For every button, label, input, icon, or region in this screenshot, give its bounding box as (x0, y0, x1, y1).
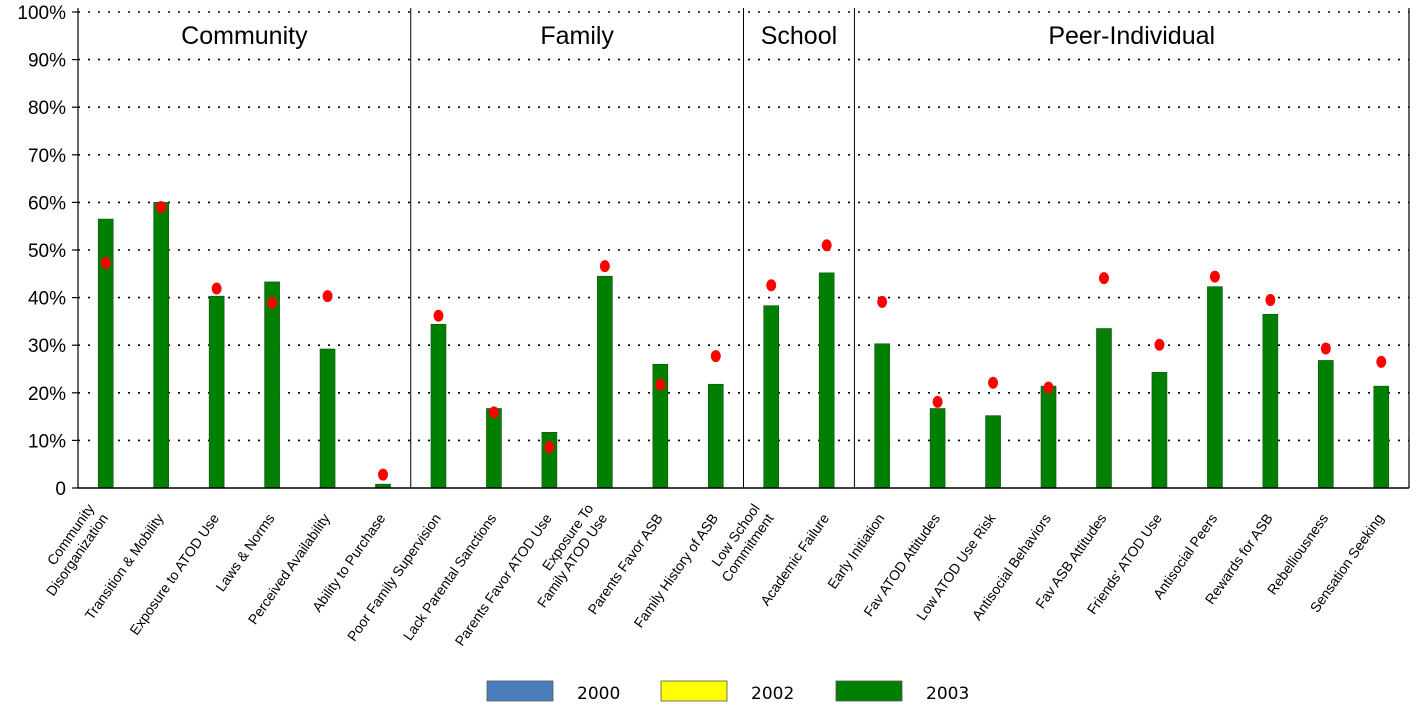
marker-point (1265, 293, 1276, 306)
marker-point (156, 201, 167, 214)
y-tick-label: 40% (28, 289, 66, 310)
category-label: Low SchoolCommitment (704, 501, 777, 585)
marker-point (821, 239, 832, 252)
legend-label-2003: 2003 (926, 684, 969, 704)
marker-point (599, 260, 610, 273)
marker-point (1098, 272, 1109, 285)
marker-point (1209, 270, 1220, 283)
marker-point (766, 279, 777, 292)
legend: 2000 2002 2003 (486, 680, 969, 704)
y-tick-label: 20% (28, 384, 66, 405)
bar-2003 (1373, 385, 1390, 489)
category-label: CommunityDisorganization (29, 501, 111, 599)
y-tick-label: 50% (28, 241, 66, 262)
category-label: Parents Favor ATOD Use (451, 510, 555, 648)
marker-point (1376, 355, 1387, 368)
y-tick-label: 10% (28, 431, 66, 452)
marker-point (988, 376, 999, 389)
bar-2003 (486, 408, 502, 489)
bar-2003 (153, 202, 169, 489)
y-tick-label: 80% (28, 98, 66, 119)
marker-point (378, 468, 389, 481)
bar-2003 (541, 432, 558, 489)
marker-point (1043, 381, 1054, 394)
bar-2003 (874, 343, 890, 489)
marker-point (932, 395, 943, 408)
bar-2003 (1040, 385, 1057, 489)
group-label: Family (540, 22, 614, 50)
bar-2003 (707, 383, 724, 489)
plot-frame (72, 8, 1410, 489)
marker-point (1320, 342, 1331, 355)
group-label: Peer-Individual (1048, 22, 1215, 50)
legend-swatch-2003 (835, 680, 903, 702)
category-label: Laws & Norms (212, 511, 277, 595)
bar-2003 (985, 415, 1001, 489)
group-label: Community (181, 22, 308, 50)
bar-2003 (1207, 286, 1223, 489)
group-labels: Community Family School Peer-Individual (181, 22, 1215, 50)
bar-2003 (1318, 360, 1334, 489)
y-tick-label: 60% (28, 193, 66, 214)
category-label: Early Initiation (824, 511, 888, 592)
marker-point (322, 290, 333, 303)
category-label: Poor Family Supervision (344, 511, 444, 644)
y-tick-label: 70% (28, 146, 66, 167)
bar-2003 (818, 272, 835, 489)
marker-point (710, 350, 721, 363)
y-tick-label: 100% (17, 3, 66, 24)
bar-2003 (1151, 372, 1168, 489)
markers (100, 201, 1387, 481)
group-label: School (761, 22, 837, 50)
y-tick-label: 0 (55, 479, 66, 500)
legend-swatch-2000 (486, 680, 554, 702)
y-tick-label: 90% (28, 51, 66, 72)
legend-label-2000: 2000 (577, 684, 620, 704)
bar-2003 (929, 408, 946, 489)
marker-point (488, 406, 499, 419)
marker-point (267, 296, 278, 309)
bar-2003 (1096, 328, 1112, 489)
marker-point (655, 378, 666, 391)
category-label: Lack Parental Sanctions (400, 511, 500, 644)
bar-2003 (319, 348, 336, 489)
marker-point (877, 295, 888, 308)
bar-2003 (1262, 313, 1279, 489)
bar-2003 (264, 281, 280, 489)
bar-2003 (430, 323, 447, 489)
marker-point (100, 256, 111, 269)
bar-2003 (763, 305, 780, 489)
marker-point (1154, 338, 1165, 351)
y-tick-label: 30% (28, 336, 66, 357)
gridlines (78, 11, 1409, 442)
marker-point (211, 282, 222, 295)
marker-point (433, 309, 444, 322)
legend-swatch-2002 (660, 680, 728, 702)
legend-label-2002: 2002 (751, 684, 794, 704)
bar-2003 (208, 295, 225, 489)
marker-point (544, 441, 555, 454)
y-axis-tick-labels: 0 10% 20% 30% 40% 50% 60% 70% 80% 90% 100% (17, 3, 66, 500)
bar-2003 (597, 275, 613, 489)
